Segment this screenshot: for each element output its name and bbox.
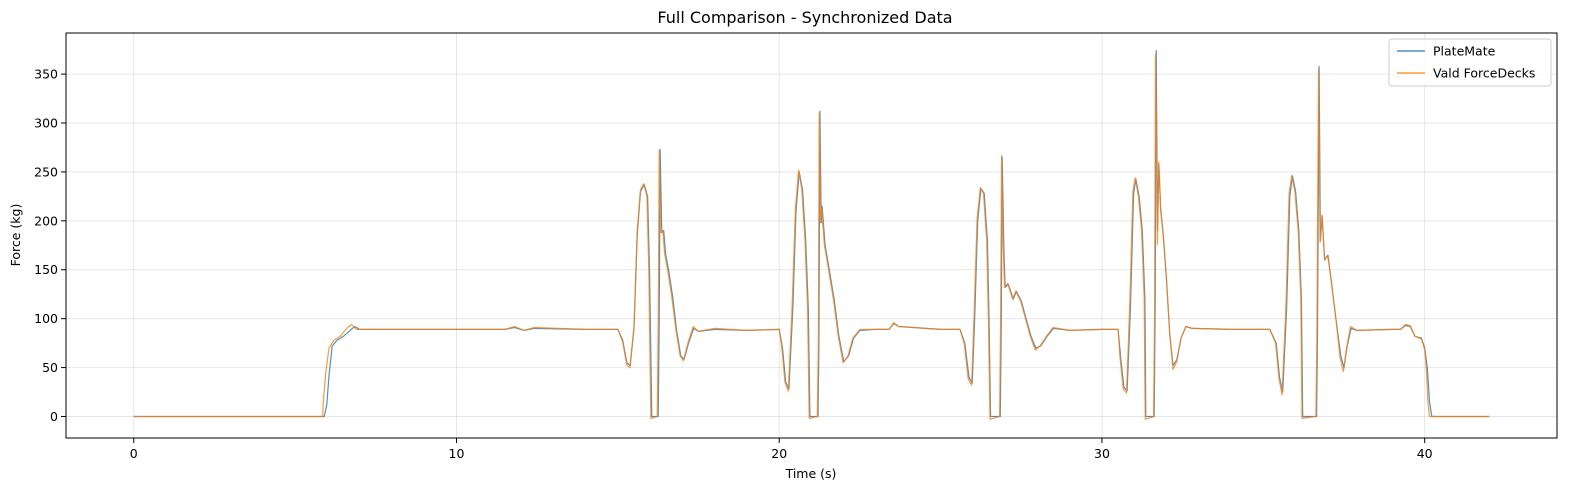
series-line-1 (133, 50, 1490, 418)
y-tick-label: 50 (42, 360, 58, 375)
x-axis-label: Time (s) (785, 466, 837, 481)
x-tick-label: 10 (449, 446, 465, 461)
legend-label: Vald ForceDecks (1433, 66, 1535, 81)
y-tick-label: 300 (34, 116, 58, 131)
x-tick-label: 40 (1417, 446, 1433, 461)
y-tick-label: 150 (34, 262, 58, 277)
y-tick-label: 350 (34, 67, 58, 82)
x-tick-label: 30 (1094, 446, 1110, 461)
x-tick-label: 0 (130, 446, 138, 461)
grid-lines (66, 33, 1557, 438)
y-tick-label: 250 (34, 164, 58, 179)
x-tick-label: 20 (771, 446, 787, 461)
y-tick-label: 100 (34, 311, 58, 326)
chart-title: Full Comparison - Synchronized Data (657, 8, 952, 27)
legend-box (1388, 38, 1552, 87)
y-tick-label: 0 (50, 409, 58, 424)
y-axis-label: Force (kg) (8, 204, 23, 267)
plot-series (133, 50, 1490, 420)
legend-label: PlateMate (1433, 44, 1496, 59)
legend: PlateMate Vald ForceDecks (1388, 38, 1552, 87)
axis-ticks: 0 10 20 30 40 0 50 100 150 200 250 300 350 (34, 67, 1433, 461)
series-line-2 (133, 53, 1490, 420)
y-tick-label: 200 (34, 213, 58, 228)
axes-frame (65, 32, 1558, 439)
